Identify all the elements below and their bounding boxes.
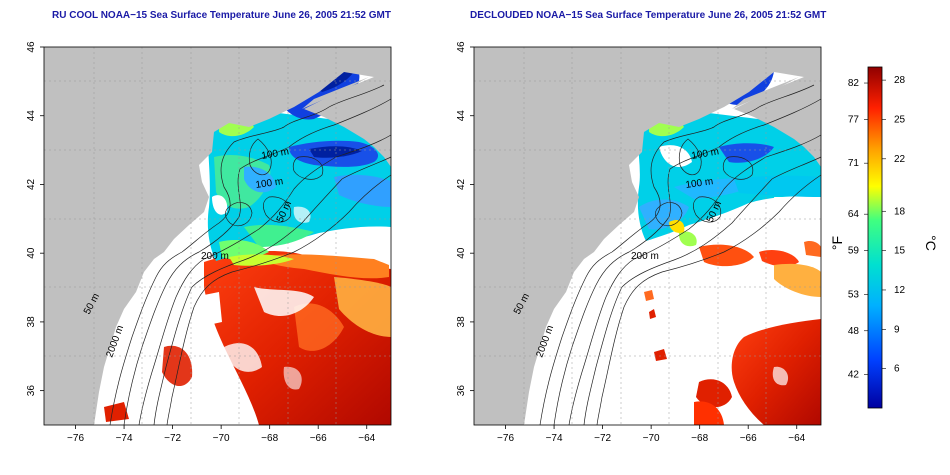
left-lon-tick-label: −70 bbox=[213, 433, 230, 444]
left-lat-tick-label: 46 bbox=[26, 41, 37, 53]
left-contour-label: 200 m bbox=[201, 251, 229, 262]
right-lon-tick-label: −74 bbox=[546, 433, 563, 444]
left-lat-tick-label: 42 bbox=[26, 178, 37, 190]
right-lat-tick-label: 40 bbox=[456, 247, 467, 259]
left-lon-tick-label: −68 bbox=[261, 433, 278, 444]
right-contour-label: 100 m bbox=[691, 146, 720, 162]
right-lat-tick-label: 44 bbox=[456, 110, 467, 122]
right-contour-label: 200 m bbox=[631, 251, 659, 262]
right-lat-tick-label: 42 bbox=[456, 178, 467, 190]
right-lon-tick-label: −72 bbox=[594, 433, 611, 444]
right-lat-tick-label: 36 bbox=[456, 385, 467, 397]
left-lon-tick-label: −64 bbox=[358, 433, 375, 444]
right-lon-tick-label: −68 bbox=[691, 433, 708, 444]
left-contour-label: 100 m bbox=[261, 146, 290, 162]
right-contour-label: 100 m bbox=[685, 176, 714, 191]
colorbar-celsius-tick: 9 bbox=[894, 324, 900, 335]
left-lon-tick-label: −66 bbox=[310, 433, 327, 444]
map-title-right: DECLOUDED NOAA−15 Sea Surface Temperatur… bbox=[470, 10, 827, 21]
colorbar-fahrenheit-tick: 64 bbox=[848, 209, 860, 220]
colorbar-label-celsius: °C bbox=[923, 235, 939, 251]
right-lat-tick-label: 38 bbox=[456, 316, 467, 328]
right-lat-tick-label: 46 bbox=[456, 41, 467, 53]
right-lon-tick-label: −64 bbox=[788, 433, 805, 444]
colorbar-celsius-tick: 25 bbox=[894, 114, 906, 125]
colorbar: 28 25 22 18 15 12 9 6 82 77 71 64 59 53 48 42 °F °C bbox=[829, 66, 939, 409]
left-lat-tick-label: 36 bbox=[26, 385, 37, 397]
colorbar-fahrenheit-tick: 59 bbox=[848, 246, 860, 257]
colorbar-celsius-tick: 15 bbox=[894, 246, 906, 257]
right-lon-tick-label: −70 bbox=[643, 433, 660, 444]
left-lat-tick-label: 44 bbox=[26, 110, 37, 122]
left-lat-tick-label: 40 bbox=[26, 247, 37, 259]
colorbar-celsius-tick: 28 bbox=[894, 75, 906, 86]
colorbar-celsius-tick: 6 bbox=[894, 364, 900, 375]
colorbar-fahrenheit-tick: 48 bbox=[848, 326, 860, 337]
left-lon-tick-label: −74 bbox=[116, 433, 133, 444]
colorbar-fahrenheit-tick: 77 bbox=[848, 114, 860, 125]
left-lon-tick-label: −76 bbox=[67, 433, 84, 444]
left-lat-tick-label: 38 bbox=[26, 316, 37, 328]
colorbar-fahrenheit-tick: 42 bbox=[848, 369, 860, 380]
colorbar-gradient bbox=[867, 66, 883, 409]
left-contour-label: 100 m bbox=[255, 176, 284, 191]
map-title-left: RU COOL NOAA−15 Sea Surface Temperature … bbox=[52, 10, 391, 21]
colorbar-fahrenheit-tick: 53 bbox=[848, 289, 860, 300]
colorbar-label-fahrenheit: °F bbox=[829, 236, 845, 250]
left-lon-tick-label: −72 bbox=[164, 433, 181, 444]
left-map bbox=[43, 46, 392, 426]
colorbar-fahrenheit-tick: 71 bbox=[848, 158, 860, 169]
colorbar-celsius-tick: 18 bbox=[894, 206, 906, 217]
colorbar-celsius-tick: 22 bbox=[894, 154, 906, 165]
right-lon-tick-label: −66 bbox=[740, 433, 757, 444]
colorbar-celsius-tick: 12 bbox=[894, 285, 906, 296]
colorbar-fahrenheit-tick: 82 bbox=[848, 78, 860, 89]
right-map bbox=[473, 46, 822, 426]
right-lon-tick-label: −76 bbox=[497, 433, 514, 444]
